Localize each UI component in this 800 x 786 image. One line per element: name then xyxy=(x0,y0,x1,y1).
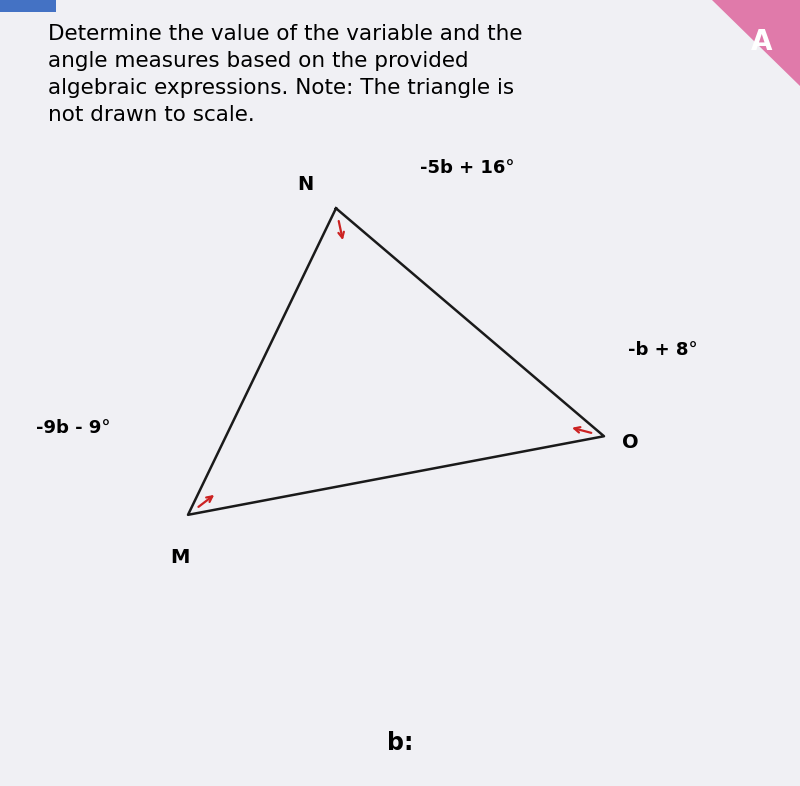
Polygon shape xyxy=(712,0,800,86)
Text: -5b + 16°: -5b + 16° xyxy=(420,159,514,177)
Polygon shape xyxy=(0,0,56,12)
Text: A: A xyxy=(750,28,772,56)
Text: O: O xyxy=(622,433,638,452)
Text: Determine the value of the variable and the
angle measures based on the provided: Determine the value of the variable and … xyxy=(48,24,522,125)
Text: M: M xyxy=(170,548,190,567)
Text: -b + 8°: -b + 8° xyxy=(628,341,698,358)
Text: -9b - 9°: -9b - 9° xyxy=(36,420,110,437)
Text: N: N xyxy=(298,175,314,194)
Text: b:: b: xyxy=(387,731,413,755)
